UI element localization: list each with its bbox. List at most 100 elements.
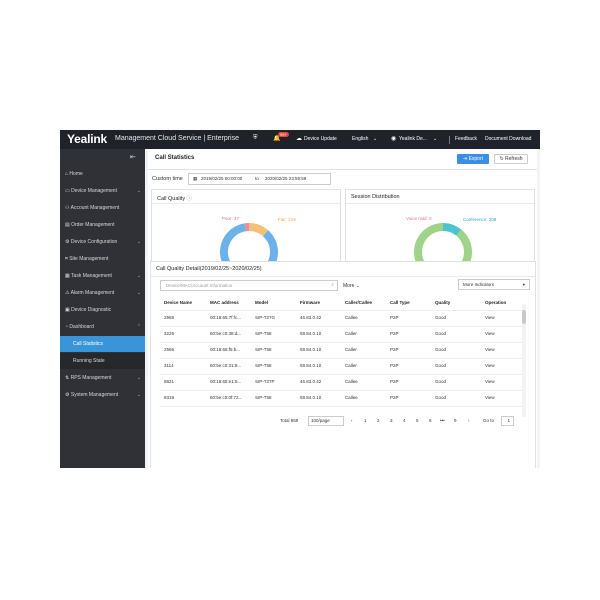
- sidebar-item-label: Order Management: [71, 222, 115, 228]
- chevron-down-icon: ⌄: [136, 375, 141, 381]
- prev-page-button[interactable]: ‹: [351, 418, 353, 423]
- rps-icon: ⇅: [65, 375, 70, 381]
- panel-title: Call Quality ⓘ: [157, 194, 192, 202]
- sidebar-item-call-statistics[interactable]: Call Statistics: [60, 336, 145, 352]
- cell-quality: Good: [435, 331, 447, 336]
- settings-icon: ⚙: [65, 392, 70, 398]
- sidebar-item-device-management[interactable]: ▭ Device Management ⌄: [60, 183, 145, 199]
- page-9-button[interactable]: 9: [454, 418, 457, 423]
- col-call-type[interactable]: Call Type: [390, 300, 410, 305]
- sidebar-item-task-management[interactable]: ▦ Task Management ⌄: [60, 268, 145, 284]
- view-link[interactable]: View: [485, 395, 495, 400]
- cell-caller-callee: Caller: [345, 331, 357, 336]
- sidebar-item-order-management[interactable]: ▤ Order Management: [60, 217, 145, 233]
- goto-value: 1: [507, 418, 511, 423]
- view-link[interactable]: View: [485, 347, 495, 352]
- page-ellipsis[interactable]: •••: [440, 418, 445, 423]
- feedback-link[interactable]: Feedback: [455, 136, 477, 142]
- shield-icon[interactable]: ⛨: [253, 135, 258, 141]
- document-download-link[interactable]: Document Download: [485, 136, 532, 142]
- page-size-select[interactable]: 100/page: [308, 416, 344, 426]
- sidebar-item-label: RPS Management: [70, 375, 112, 381]
- chevron-down-icon: ⌄: [136, 392, 141, 398]
- user-icon: ⚇: [65, 205, 70, 211]
- next-page-button[interactable]: ›: [468, 418, 470, 423]
- col-model[interactable]: Model: [255, 300, 268, 305]
- sidebar-item-label: Dashboard: [69, 324, 94, 330]
- table-row[interactable]: 2968 00:15:65:7f:fc... SIP-T27G 45.83.0.42 C…: [160, 310, 522, 327]
- date-range-picker[interactable]: ▦ 2019/02/25 00:00:00 to 2020/02/25 23:5…: [188, 173, 331, 185]
- col-mac-address[interactable]: MAC address: [210, 300, 239, 305]
- cell-firmware: 58.84.0.10: [300, 363, 322, 368]
- cloud-icon: ☁: [296, 136, 302, 142]
- page-1-button[interactable]: 1: [364, 418, 367, 423]
- session-distribution-title: Session Distribution: [351, 194, 400, 200]
- col-caller-callee[interactable]: Caller/Callee: [345, 300, 373, 305]
- cell-model: SIP-T27P: [255, 379, 275, 384]
- cell-quality: Good: [435, 315, 447, 320]
- goto-page-input[interactable]: 1: [501, 416, 514, 426]
- device-update-link[interactable]: Device Update: [304, 136, 337, 142]
- view-link[interactable]: View: [485, 315, 495, 320]
- cell-device-name: 2968: [164, 315, 175, 320]
- pagination: Total 859 100/page ‹ 1 2 3 4 5 6 ••• 9 ›…: [151, 414, 535, 428]
- sidebar-item-site-management[interactable]: ⌗ Site Management: [60, 251, 145, 267]
- sidebar-item-device-diagnostic[interactable]: ▣ Device Diagnostic: [60, 302, 145, 318]
- table-row[interactable]: 3225 80:5e:c0:38:d... SIP-T58 58.84.0.10 Cal…: [160, 326, 522, 343]
- table-row[interactable]: 8319 80:5e:c0:0f:72... SIP-T58 58.84.0.10 Ca…: [160, 390, 522, 407]
- language-selector[interactable]: English: [352, 136, 369, 142]
- diagnostic-icon: ▣: [65, 307, 70, 313]
- page-6-button[interactable]: 6: [429, 418, 432, 423]
- search-icon[interactable]: ⌕: [331, 282, 334, 288]
- user-icon: ◉: [391, 136, 397, 142]
- sidebar-item-rps-management[interactable]: ⇅ RPS Management ⌄: [60, 370, 145, 386]
- cell-quality: Good: [435, 347, 447, 352]
- collapse-menu-icon[interactable]: ⇤: [130, 154, 136, 161]
- export-button[interactable]: ⇥ Export: [457, 154, 489, 164]
- table-scrollbar[interactable]: [522, 304, 526, 417]
- cell-firmware: 58.84.0.10: [300, 347, 322, 352]
- scrollbar-thumb[interactable]: [522, 310, 526, 324]
- cell-firmware: 58.84.0.10: [300, 395, 322, 400]
- view-link[interactable]: View: [485, 331, 495, 336]
- sidebar-item-device-configuration[interactable]: ⚙ Device Configuration ⌄: [60, 234, 145, 250]
- table-row[interactable]: 3114 80:5e:c0:31:9... SIP-T58 58.84.0.10 Cal…: [160, 358, 522, 375]
- conference-segment[interactable]: [442, 223, 462, 236]
- chevron-up-icon: ⌃: [136, 324, 141, 330]
- refresh-button[interactable]: ↻ Refresh: [494, 154, 528, 164]
- home-icon: ⌂: [65, 171, 69, 177]
- sidebar-item-home[interactable]: ⌂ Home: [60, 166, 145, 182]
- sidebar-item-label: System Management: [70, 392, 119, 398]
- user-menu[interactable]: Yealink De...: [399, 136, 427, 142]
- col-device-name[interactable]: Device Name: [164, 300, 193, 305]
- bell-icon[interactable]: 🔔: [273, 136, 281, 142]
- table-row[interactable]: 8821 00:15:65:e1:5... SIP-T27P 45.83.0.42 Ca…: [160, 374, 522, 391]
- info-icon[interactable]: ⓘ: [186, 196, 193, 202]
- view-link[interactable]: View: [485, 379, 495, 384]
- sidebar-item-alarm-management[interactable]: ⚠ Alarm Management ⌄: [60, 285, 145, 301]
- page-3-button[interactable]: 3: [390, 418, 393, 423]
- col-firmware[interactable]: Firmware: [300, 300, 321, 305]
- more-filter-button[interactable]: More ⌄: [343, 283, 360, 289]
- page-2-button[interactable]: 2: [377, 418, 380, 423]
- table-row[interactable]: 2566 00:15:65:f5:b... SIP-T58 58.84.0.10 Cal…: [160, 342, 522, 359]
- sidebar-item-dashboard[interactable]: ◔ Dashboard ⌃: [60, 319, 145, 335]
- more-indicators-select[interactable]: More Indicators ▾: [458, 279, 530, 290]
- sidebar-item-running-state[interactable]: Running State: [60, 353, 145, 369]
- cell-mac: 80:5e:c0:31:9...: [210, 363, 242, 368]
- page-4-button[interactable]: 4: [403, 418, 406, 423]
- cell-call-type: P2P: [390, 347, 399, 352]
- task-icon: ▦: [65, 273, 70, 279]
- total-count: Total 859: [280, 418, 299, 423]
- cell-mac: 80:5e:c0:0f:72...: [210, 395, 243, 400]
- view-link[interactable]: View: [485, 363, 495, 368]
- fair-segment[interactable]: [248, 223, 269, 237]
- sidebar-item-system-management[interactable]: ⚙ System Management ⌄: [60, 387, 145, 403]
- cell-caller-callee: Caller: [345, 363, 357, 368]
- chevron-down-icon: ⌄: [355, 283, 360, 289]
- sidebar-item-account-management[interactable]: ⚇ Account Management: [60, 200, 145, 216]
- page-5-button[interactable]: 5: [416, 418, 419, 423]
- cell-quality: Good: [435, 395, 447, 400]
- search-input[interactable]: Device/MAC/Account Information ⌕: [160, 280, 338, 291]
- col-quality[interactable]: Quality: [435, 300, 451, 305]
